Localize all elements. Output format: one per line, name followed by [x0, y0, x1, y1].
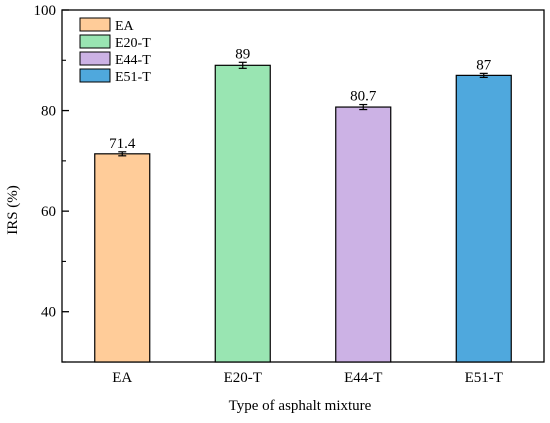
- bar-ea: [94, 153, 151, 363]
- data-label: 71.4: [109, 136, 136, 152]
- y-tick-label: 80: [41, 104, 56, 120]
- data-label: 80.7: [350, 89, 377, 105]
- legend: EA E20-T E44-T E51-T: [79, 17, 151, 85]
- x-tick-label: E20-T: [224, 370, 262, 386]
- y-tick-label: 100: [34, 3, 57, 19]
- bar-e51-t: [455, 74, 512, 363]
- bars: [94, 64, 512, 363]
- legend-label: E51-T: [115, 70, 151, 85]
- error-bars: [118, 61, 488, 157]
- x-tick-label: EA: [112, 370, 132, 386]
- bar-e44-t: [335, 106, 392, 363]
- legend-swatch: [79, 17, 111, 32]
- x-tick-label: E44-T: [344, 370, 382, 386]
- legend-label: E20-T: [115, 36, 151, 51]
- legend-label: E44-T: [115, 53, 151, 68]
- data-labels: 71.4 89 80.7 87: [109, 46, 492, 152]
- legend-label: EA: [115, 19, 135, 34]
- y-tick-label: 60: [41, 204, 56, 220]
- legend-swatch: [79, 34, 111, 49]
- axes: 40 60 80 100 EA E20-T E44-T E51-T: [34, 3, 545, 386]
- plot-frame: [61, 9, 545, 363]
- data-label: 89: [235, 46, 250, 62]
- y-tick-label: 40: [41, 305, 56, 321]
- x-axis-title: Type of asphalt mixture: [229, 398, 372, 414]
- x-tick-label: E51-T: [465, 370, 503, 386]
- legend-swatch: [79, 51, 111, 66]
- data-label: 87: [476, 57, 492, 73]
- y-axis-title: IRS (%): [5, 185, 21, 235]
- bar-e20-t: [214, 64, 271, 363]
- legend-swatch: [79, 68, 111, 83]
